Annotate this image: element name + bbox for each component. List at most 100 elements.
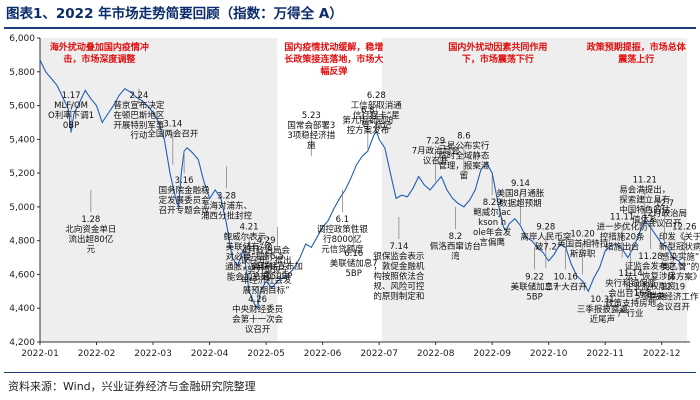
- annotation-date: 10.16: [553, 272, 577, 282]
- annotation-label: 4.26 中央财经委员会第十一次会议召开: [232, 295, 284, 335]
- annotation-date: 4.26: [248, 295, 267, 305]
- annotation-date: 11.21: [633, 175, 657, 185]
- annotation-date: 6.28: [367, 91, 386, 101]
- annotation-label: 5.23 国常会部署3 3项稳经济措施: [287, 111, 335, 151]
- annotation-date: 9.28: [536, 223, 555, 233]
- y-tick-label: 5,000: [9, 203, 35, 213]
- annotation-text-line: 数据超预期: [499, 198, 542, 209]
- annotation-date: 3.28: [217, 191, 236, 201]
- phase-annotation: 国内疫情扰动缓解，稳增长政策接连落地，市场大幅反弹: [284, 41, 383, 77]
- annotation-text-line: 展预期目标”: [243, 285, 290, 296]
- annotation-text-line: 英国首相特拉: [557, 238, 609, 249]
- annotation-label: 6.16 美联储加息7 5BP: [330, 249, 378, 279]
- annotation-text-line: 议召开，提出: [241, 255, 292, 266]
- annotation-date: 10.31: [590, 295, 614, 305]
- annotation-text-line: ole年会发: [473, 227, 512, 238]
- annotation-date: 11.14: [618, 269, 642, 279]
- annotation-date: 12.7: [655, 199, 674, 209]
- annotation-text-line: 年经济社会发: [241, 275, 293, 286]
- annotation-text-line: 北向资金单日: [65, 224, 116, 235]
- annotation-label: 11.14 央行和银保监会出台16条政策支持房地产行业: [605, 269, 657, 319]
- x-tick-label: 2022-07: [360, 349, 398, 359]
- annotation-label: 9.14 美国8月通胀数据超预期: [496, 179, 544, 209]
- annotation-text-line: 政策支持房地: [605, 298, 657, 309]
- annotation-label: 3.14 全国两会召开: [147, 120, 199, 140]
- annotation-text-line: 浦西分批封控: [201, 210, 253, 221]
- annotation-text-line: 美联储加息7: [330, 258, 378, 269]
- y-tick-label: 4,400: [9, 304, 35, 314]
- shaded-periods: [40, 38, 688, 342]
- annotation-text-line: 4月政治局会: [242, 245, 290, 256]
- y-tick-label: 4,600: [9, 270, 35, 280]
- phase-annotation-line: 幅反弹: [320, 65, 347, 77]
- annotation-date: 4.21: [240, 223, 259, 233]
- annotation-label: 7.14 银保监会表示，敦促金融机构按照依法合规、风险可控的原则制定和: [373, 242, 425, 302]
- annotation-text-line: 3项稳经济措: [287, 130, 335, 141]
- x-axis: 2022-01 2022-02 2022-03 2022-04 2022-05 2022-…: [21, 341, 690, 359]
- annotation-label: 12.19 中央经济工作会议召开: [648, 283, 700, 313]
- annotation-text-line: 进一步优化防: [597, 222, 649, 233]
- annotation-text-line: 易会满提出，: [619, 184, 670, 195]
- phase-annotation: 国内外扰动因素共同作用下，市场震荡下行: [448, 41, 547, 65]
- annotation-date: 6.1: [336, 215, 350, 225]
- annotation-text-line: 定发展委员会: [159, 195, 211, 206]
- annotation-text-line: “努力实现全: [243, 265, 290, 276]
- annotation-date: 9.14: [511, 179, 530, 189]
- y-tick-label: 5,600: [9, 102, 35, 112]
- annotation-text-line: 流出超80亿: [68, 234, 113, 245]
- annotation-label: 2.24 普京宣布决定在顿巴斯地区开展特别军事行动: [113, 91, 165, 141]
- annotation-text-line: kson h: [478, 218, 506, 228]
- annotation-date: 8.6: [457, 131, 471, 141]
- annotation-text-line: 会第十一次会: [232, 314, 284, 325]
- annotation-text-line: ，敦促金融机: [373, 261, 425, 272]
- annotation-text-line: 二十大召开: [544, 281, 587, 292]
- annotation-text-line: 斯辞职: [570, 248, 596, 259]
- annotation-text-line: 体方案》: [667, 272, 700, 283]
- phase-annotation-line: 政策预期提振，市场总体: [587, 41, 687, 53]
- annotation-text-line: 议召开: [245, 325, 271, 335]
- annotation-text-line: 三季报披露逼: [577, 304, 629, 315]
- annotation-label: 12.7 12月政治局会议召开: [642, 199, 687, 229]
- annotation-date: 11.28: [638, 252, 662, 262]
- annotation-text-line: 信行程卡“星: [353, 110, 400, 121]
- y-tick-label: 5,200: [9, 169, 35, 179]
- annotation-text-line: 三星公布实行: [438, 140, 490, 151]
- annotation-date: 6.16: [344, 249, 363, 259]
- annotation-text-line: 美联储有“绝: [226, 242, 273, 253]
- x-tick-label: 2022-06: [304, 349, 342, 359]
- annotation-text-line: 5BP: [346, 269, 362, 279]
- x-tick-label: 2022-11: [586, 349, 624, 359]
- phase-annotation-line: 国内外扰动因素共同作用: [448, 41, 547, 53]
- shaded-period: [40, 38, 278, 342]
- annotation-text-line: 印发《关于对: [659, 232, 700, 243]
- phase-annotation-line: 海外扰动叠加国内疫情冲: [50, 41, 149, 53]
- annotation-text-line: 开展特别军事: [113, 120, 165, 131]
- annotation-date: 12.26: [672, 223, 696, 233]
- annotation-text-line: 工信部取消通: [351, 100, 403, 111]
- annotation-text-line: 对必要”抑制: [226, 252, 273, 263]
- annotation-label: 8.2 佩洛西窜访台湾: [430, 232, 481, 262]
- annotation-label: 10.20 英国首相特拉斯辞职: [557, 229, 609, 259]
- y-tick-label: 5,400: [9, 135, 35, 145]
- annotation-text-line: 行动: [130, 130, 148, 141]
- annotation-text-line: 产行业: [618, 308, 644, 319]
- annotation-text-line: 在顿巴斯地区: [113, 110, 165, 121]
- annotation-text-line: 0BP: [63, 121, 79, 131]
- annotation-label: 3.16 国务院金融稳定发展委员会召开专题会议: [159, 176, 211, 216]
- annotation-text-line: 鲍威尔Jac: [473, 207, 511, 218]
- annotation-label: 9.22 美联储加息7 5BP: [511, 272, 559, 302]
- annotation-text-line: 行8000亿: [323, 234, 362, 245]
- annotation-text-line: 议召开: [423, 157, 449, 167]
- annotation-date: 10.20: [570, 229, 594, 239]
- source-note: 资料来源：Wind，兴业证券经济与金融研究院整理: [8, 380, 256, 393]
- annotation-text-line: 证监会发布办: [625, 261, 677, 272]
- annotation-date: 12.19: [661, 283, 685, 293]
- annotation-date: 8.29: [483, 198, 502, 208]
- annotation-text-line: 中国特色的估: [619, 204, 671, 215]
- annotation-text-line: 第九版新冠防: [342, 115, 394, 126]
- annotation-text-line: 美国8月通胀: [496, 188, 544, 199]
- annotation-text-line: MLF/OM: [54, 101, 88, 111]
- annotation-label: 11.11 进一步优化防控措施20条措施出台: [597, 213, 649, 253]
- annotation-text-line: 息50BP: [262, 271, 292, 282]
- annotation-label: 6.8 第九版新冠防控方案发布: [342, 106, 394, 136]
